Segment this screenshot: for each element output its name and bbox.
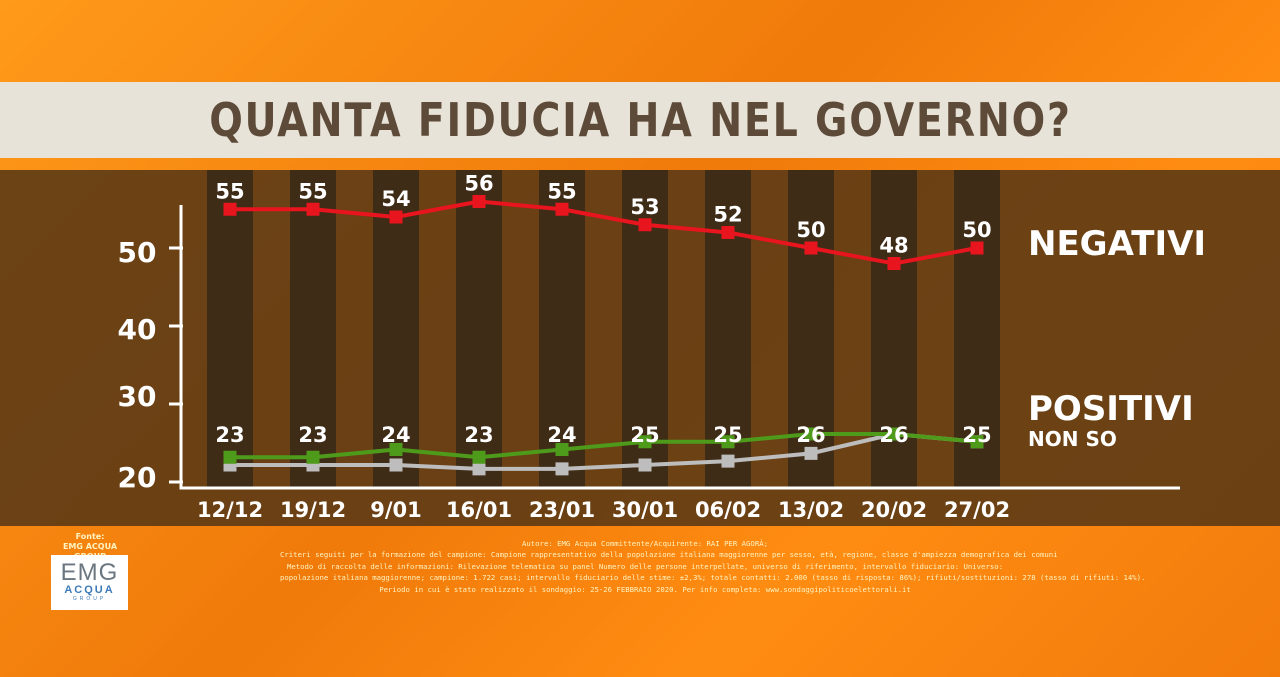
column-band: [207, 170, 253, 488]
legend-label: POSITIVI: [1028, 389, 1194, 429]
data-point: [970, 435, 984, 449]
data-label: 50: [796, 218, 825, 242]
data-label: 25: [630, 423, 659, 447]
x-tick-label: 16/01: [446, 498, 512, 522]
data-point: [638, 435, 652, 449]
data-label: 56: [464, 172, 493, 196]
data-point: [638, 458, 652, 472]
y-tick-label: 40: [118, 313, 157, 346]
data-label: 23: [298, 423, 327, 447]
column-band: [705, 170, 751, 488]
emg-logo: EMG ACQUA GROUP: [51, 555, 128, 610]
data-point: [389, 443, 403, 456]
x-tick-label: 23/01: [529, 498, 595, 522]
x-tick-label: 19/12: [280, 498, 346, 522]
series-line: [230, 432, 978, 460]
legend-label: NEGATIVI: [1028, 224, 1206, 264]
legend-label: NON SO: [1028, 427, 1117, 451]
data-label: 52: [713, 203, 742, 227]
x-tick-label: 06/02: [695, 498, 761, 522]
data-point: [306, 450, 320, 464]
data-point: [804, 427, 818, 441]
data-point: [223, 202, 237, 216]
axis-line: [179, 205, 1180, 490]
column-band: [290, 170, 336, 488]
data-point: [472, 195, 486, 208]
data-label: 55: [298, 179, 327, 203]
data-point: [555, 202, 569, 216]
data-label: 53: [630, 195, 659, 219]
x-tick-label: 9/01: [370, 498, 422, 522]
series-line: [230, 432, 978, 471]
y-tick-label: 30: [118, 380, 157, 413]
logo-group-text: GROUP: [72, 596, 107, 602]
data-point: [472, 462, 486, 476]
data-label: 55: [547, 179, 576, 203]
data-point: [721, 454, 735, 468]
data-point: [223, 450, 237, 464]
x-tick-label: 27/02: [944, 498, 1010, 522]
data-label: 54: [381, 187, 410, 211]
note-line: Autore: EMG Acqua Committente/Acquirente…: [521, 539, 768, 548]
data-label: 55: [215, 179, 244, 203]
data-point: [638, 218, 652, 232]
data-point: [804, 446, 818, 460]
logo-sub-text: ACQUA: [64, 584, 115, 596]
note-line: Periodo in cui è stato realizzato il son…: [379, 584, 911, 594]
data-point: [804, 241, 818, 255]
data-label: 50: [962, 218, 991, 242]
data-label: 26: [879, 423, 908, 447]
data-label: 23: [215, 423, 244, 447]
data-label: 24: [381, 423, 410, 447]
column-band: [539, 170, 585, 488]
data-point: [555, 443, 569, 456]
x-tick-label: 13/02: [778, 498, 844, 522]
data-point: [887, 257, 901, 270]
data-label: 26: [796, 423, 825, 447]
data-label: 25: [713, 423, 742, 447]
data-point: [389, 210, 403, 224]
note-line: popolazione italiana maggiorenne; campio…: [280, 573, 1146, 583]
column-band: [456, 170, 502, 488]
x-tick-label: 12/12: [197, 498, 263, 522]
data-point: [970, 241, 984, 255]
logo-main-text: EMG: [60, 559, 119, 586]
data-point: [389, 458, 403, 472]
title-bar: QUANTA FIDUCIA HA NEL GOVERNO?: [0, 82, 1280, 158]
note-line: Criteri seguiti per la formazione del ca…: [280, 550, 1058, 560]
methodology-notes: Autore: EMG Acqua Committente/Acquirente…: [280, 538, 1146, 595]
series-line: [230, 199, 978, 266]
y-tick-label: 50: [118, 236, 157, 269]
data-label: 25: [962, 423, 991, 447]
data-point: [306, 202, 320, 216]
data-point: [555, 462, 569, 476]
x-tick-label: 30/01: [612, 498, 678, 522]
data-point: [721, 226, 735, 239]
column-band: [954, 170, 1000, 488]
data-label: 48: [879, 234, 908, 258]
data-point: [721, 435, 735, 449]
note-line: Metodo di raccolta delle informazioni: R…: [286, 561, 1004, 571]
data-point: [887, 427, 901, 441]
data-point: [472, 450, 486, 464]
data-label: 23: [464, 423, 493, 447]
x-tick-label: 20/02: [861, 498, 927, 522]
y-tick-label: 20: [118, 461, 157, 494]
data-label: 24: [547, 423, 576, 447]
chart-title: QUANTA FIDUCIA HA NEL GOVERNO?: [208, 93, 1072, 147]
source-label: Fonte:: [75, 532, 105, 541]
